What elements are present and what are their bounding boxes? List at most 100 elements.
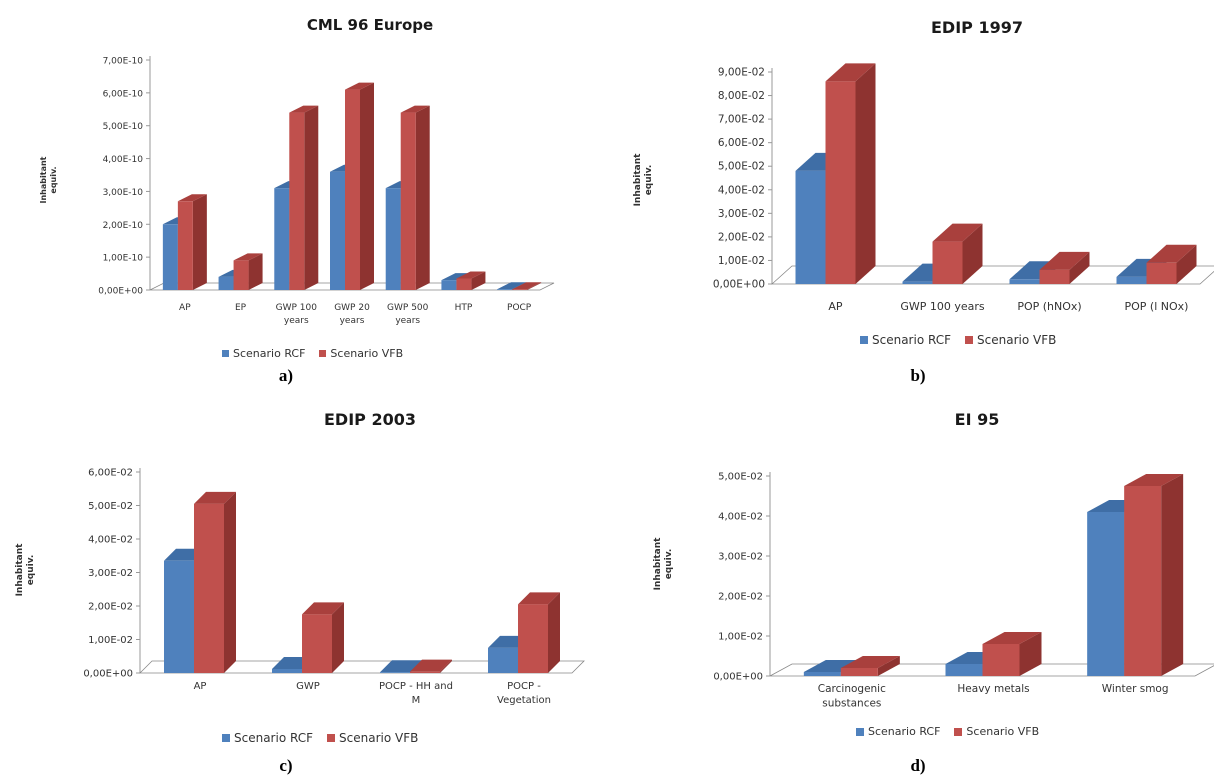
bar-front-face xyxy=(441,280,457,290)
y-tick-label: 6,00E-02 xyxy=(718,137,765,149)
bar-front-face xyxy=(795,170,826,284)
y-tick-label: 1,00E-02 xyxy=(88,635,133,646)
x-category-label-line: Winter smog xyxy=(1102,683,1169,695)
legend-label: Scenario VFB xyxy=(330,347,404,360)
x-category-label: GWP 100 years xyxy=(276,303,318,326)
bar-top-face xyxy=(410,659,452,672)
bar-front-face xyxy=(512,289,528,290)
x-category-label-line: HTP xyxy=(455,303,473,313)
x-category-label-line: years xyxy=(340,316,365,326)
y-tick-label: 0,00E+00 xyxy=(713,279,765,291)
bar-front-face xyxy=(1039,269,1070,284)
panel-label: a) xyxy=(278,366,294,385)
y-tick-label: 1,00E-10 xyxy=(103,254,144,264)
x-category-label-line: Carcinogenic xyxy=(818,683,886,695)
x-category-label-line: GWP xyxy=(296,681,320,692)
bar-top-face xyxy=(803,660,863,672)
bar-front-face xyxy=(840,668,878,676)
bar-front-face xyxy=(177,201,193,290)
y-tick-label: 0,00E+00 xyxy=(83,669,133,680)
y-axis-label-line: equiv. xyxy=(664,549,674,580)
y-tick-label: 2,00E-02 xyxy=(718,231,765,243)
y-tick-label: 3,00E-02 xyxy=(718,552,763,563)
legend-swatch-vfb xyxy=(327,734,336,742)
y-axis-label: Inhabitantequiv. xyxy=(39,156,58,203)
x-category-label-line: AP xyxy=(194,681,207,692)
y-tick-label: 4,00E-02 xyxy=(88,535,133,546)
x-category-label: AP xyxy=(194,681,207,692)
chart-title: EDIP 1997 xyxy=(931,18,1023,37)
legend-item-vfb: Scenario VFB xyxy=(319,347,403,360)
bar-vfb xyxy=(1124,474,1184,676)
y-tick-label: 3,00E-02 xyxy=(88,568,133,579)
y-tick-label: 2,00E-10 xyxy=(103,221,144,231)
bar-side-face xyxy=(855,63,876,284)
x-category-label-line: POCP - HH and xyxy=(379,681,453,692)
bar-vfb xyxy=(932,223,983,284)
bar-top-face xyxy=(518,592,560,605)
y-tick-label: 0,00E+00 xyxy=(713,672,763,683)
legend-item-vfb: Scenario VFB xyxy=(327,731,418,745)
y-axis-label: Inhabitantequiv. xyxy=(15,543,36,597)
bar-vfb xyxy=(840,656,900,676)
y-tick-label: 7,00E-10 xyxy=(103,57,144,67)
legend-swatch-rcf xyxy=(860,336,868,344)
x-category-label: POP (hNOx) xyxy=(1017,300,1081,313)
legend-swatch-vfb xyxy=(965,336,974,344)
bar-front-face xyxy=(274,188,290,290)
chart-title: CML 96 Europe xyxy=(306,16,434,34)
bar-top-face xyxy=(302,602,344,615)
chart-legend: Scenario RCF Scenario VFB xyxy=(222,731,418,745)
chart-title: EI 95 xyxy=(954,410,1000,429)
y-tick-label: 4,00E-10 xyxy=(103,155,144,165)
x-category-label: POCP - HH and M xyxy=(379,681,453,706)
legend-item-rcf: Scenario RCF xyxy=(860,333,951,347)
x-category-label-line: GWP 500 xyxy=(387,303,429,313)
x-category-label-line: M xyxy=(412,695,421,706)
panel-label: b) xyxy=(910,366,926,385)
x-category-label-line: substances xyxy=(822,698,881,710)
bar-vfb xyxy=(982,632,1042,676)
y-tick-label: 2,00E-02 xyxy=(88,602,133,613)
y-axis-label-line: Inhabitant xyxy=(39,156,48,203)
x-category-label: GWP 500 years xyxy=(387,303,429,326)
legend-swatch-rcf xyxy=(856,727,864,736)
chart-panel-d: EI 95 0,00E+00 1,00E-02 2,00E-02 3,00E-02 4,… xyxy=(610,392,1214,778)
y-axis-label-line: equiv. xyxy=(644,165,654,196)
bar-front-face xyxy=(497,289,513,290)
x-category-label-line: Heavy metals xyxy=(957,683,1029,695)
legend-item-rcf: Scenario RCF xyxy=(222,731,313,745)
bar-top-face xyxy=(177,194,207,202)
bar-vfb xyxy=(302,602,344,673)
bar-side-face xyxy=(1019,632,1042,676)
x-category-label: Winter smog xyxy=(1102,683,1169,695)
legend-label: Scenario RCF xyxy=(233,347,306,360)
bar-top-face xyxy=(825,63,876,82)
bar-front-face xyxy=(164,560,194,673)
bar-front-face xyxy=(233,260,249,290)
legend-label: Scenario VFB xyxy=(966,725,1040,738)
y-tick-label: 9,00E-02 xyxy=(718,67,765,79)
bar-top-face xyxy=(233,253,263,261)
bar-top-face xyxy=(194,491,236,504)
bar-front-face xyxy=(380,672,410,673)
bar-vfb xyxy=(825,63,876,284)
y-tick-label: 1,00E-02 xyxy=(718,632,763,643)
bar-vfb xyxy=(456,271,486,290)
y-tick-label: 8,00E-02 xyxy=(718,90,765,102)
chart-title: EDIP 2003 xyxy=(324,410,416,429)
x-category-label: GWP 100 years xyxy=(900,300,985,313)
bar-vfb xyxy=(233,253,263,290)
bar-front-face xyxy=(902,281,933,284)
bar-front-face xyxy=(345,89,360,290)
bar-side-face xyxy=(332,602,344,673)
x-category-label: GWP 20 years xyxy=(334,303,370,326)
chart-plot: 0,00E+00 1,00E-02 2,00E-02 3,00E-02 4,00E-02… xyxy=(15,468,585,706)
bar-front-face xyxy=(1116,276,1147,284)
y-axis-label-line: equiv. xyxy=(26,555,36,586)
bar-front-face xyxy=(302,614,332,673)
bar-front-face xyxy=(803,672,841,676)
bar-side-face xyxy=(1161,474,1184,676)
bar-top-face xyxy=(456,271,486,279)
bar-side-face xyxy=(877,656,900,676)
